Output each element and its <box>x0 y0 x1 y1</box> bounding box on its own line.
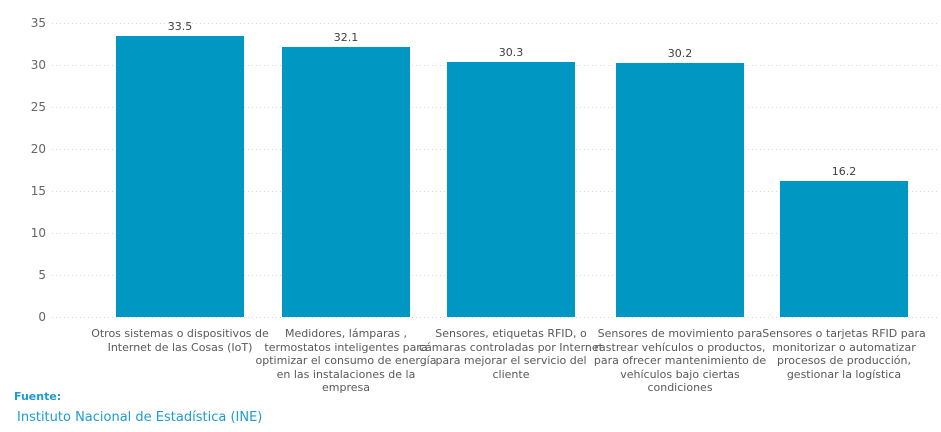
gridline <box>52 317 938 318</box>
y-axis-tick-label: 20 <box>30 142 46 156</box>
bar[interactable] <box>116 35 244 317</box>
y-axis-tick-label: 35 <box>30 16 46 30</box>
category-label: Sensores de movimiento para rastrear veh… <box>593 327 767 394</box>
bar-value-label: 32.1 <box>333 31 359 45</box>
y-axis-tick-label: 0 <box>38 310 46 324</box>
category-label: Sensores, etiquetas RFID, o cámaras cont… <box>419 327 603 381</box>
source-block: Fuente: Instituto Nacional de Estadístic… <box>14 390 514 425</box>
y-axis-tick-label: 15 <box>30 184 46 198</box>
source-link[interactable]: Instituto Nacional de Estadística (INE) <box>17 410 263 425</box>
bar[interactable] <box>780 180 908 317</box>
bar[interactable] <box>282 47 410 317</box>
category-label: Otros sistemas o dispositivos de Interne… <box>91 327 269 354</box>
bar-value-label: 30.3 <box>498 46 524 60</box>
gridline <box>52 23 938 24</box>
y-axis-tick-label: 10 <box>30 226 46 240</box>
bar-value-label: 30.2 <box>667 47 693 61</box>
category-label: Sensores o tarjetas RFID para monitoriza… <box>762 327 926 381</box>
bar-value-label: 33.5 <box>167 19 193 33</box>
bar-value-label: 16.2 <box>831 164 857 178</box>
source-label: Fuente: <box>14 390 62 403</box>
y-axis-tick-label: 25 <box>30 100 46 114</box>
y-axis-tick-label: 5 <box>38 268 46 282</box>
bar[interactable] <box>447 62 575 317</box>
category-label: Medidores, lámparas , termostatos inteli… <box>255 327 437 394</box>
bar[interactable] <box>616 63 744 317</box>
bar-chart: 0 5 10 15 20 25 30 35 33.5 Otros sistemas o dispo… <box>30 16 938 394</box>
y-axis-tick-label: 30 <box>30 58 46 72</box>
